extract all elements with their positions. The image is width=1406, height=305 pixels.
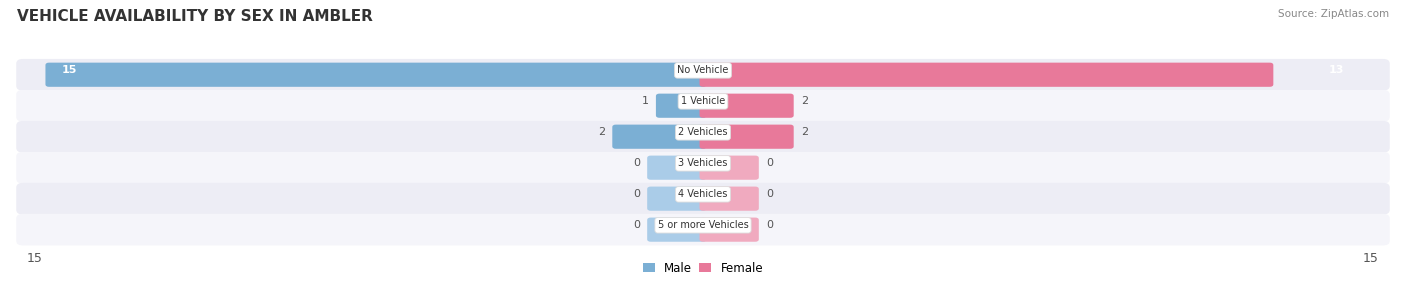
- Text: 0: 0: [766, 220, 773, 230]
- Text: No Vehicle: No Vehicle: [678, 65, 728, 75]
- FancyBboxPatch shape: [657, 94, 706, 118]
- FancyBboxPatch shape: [700, 217, 759, 242]
- FancyBboxPatch shape: [700, 63, 1274, 87]
- Text: 2: 2: [801, 127, 808, 137]
- Text: 3 Vehicles: 3 Vehicles: [678, 158, 728, 168]
- Text: 4 Vehicles: 4 Vehicles: [678, 189, 728, 199]
- FancyBboxPatch shape: [17, 152, 1389, 184]
- FancyBboxPatch shape: [45, 63, 706, 87]
- Text: 15: 15: [27, 252, 44, 265]
- Text: 2: 2: [801, 96, 808, 106]
- Text: 0: 0: [633, 189, 640, 199]
- FancyBboxPatch shape: [647, 217, 706, 242]
- Text: 0: 0: [633, 158, 640, 168]
- Legend: Male, Female: Male, Female: [638, 257, 768, 279]
- FancyBboxPatch shape: [17, 214, 1389, 246]
- Text: VEHICLE AVAILABILITY BY SEX IN AMBLER: VEHICLE AVAILABILITY BY SEX IN AMBLER: [17, 9, 373, 24]
- Text: 15: 15: [62, 65, 77, 75]
- Text: 15: 15: [1362, 252, 1379, 265]
- Text: 13: 13: [1329, 65, 1344, 75]
- FancyBboxPatch shape: [700, 187, 759, 211]
- Text: 5 or more Vehicles: 5 or more Vehicles: [658, 220, 748, 230]
- FancyBboxPatch shape: [700, 94, 794, 118]
- FancyBboxPatch shape: [17, 121, 1389, 152]
- Text: 0: 0: [766, 158, 773, 168]
- FancyBboxPatch shape: [17, 59, 1389, 91]
- FancyBboxPatch shape: [647, 156, 706, 180]
- Text: 2: 2: [598, 127, 605, 137]
- Text: Source: ZipAtlas.com: Source: ZipAtlas.com: [1278, 9, 1389, 19]
- Text: 2 Vehicles: 2 Vehicles: [678, 127, 728, 137]
- FancyBboxPatch shape: [700, 156, 759, 180]
- Text: 0: 0: [766, 189, 773, 199]
- FancyBboxPatch shape: [647, 187, 706, 211]
- Text: 1 Vehicle: 1 Vehicle: [681, 96, 725, 106]
- Text: 1: 1: [641, 96, 648, 106]
- Text: 0: 0: [633, 220, 640, 230]
- FancyBboxPatch shape: [17, 90, 1389, 121]
- FancyBboxPatch shape: [612, 125, 706, 149]
- FancyBboxPatch shape: [17, 183, 1389, 214]
- FancyBboxPatch shape: [700, 125, 794, 149]
